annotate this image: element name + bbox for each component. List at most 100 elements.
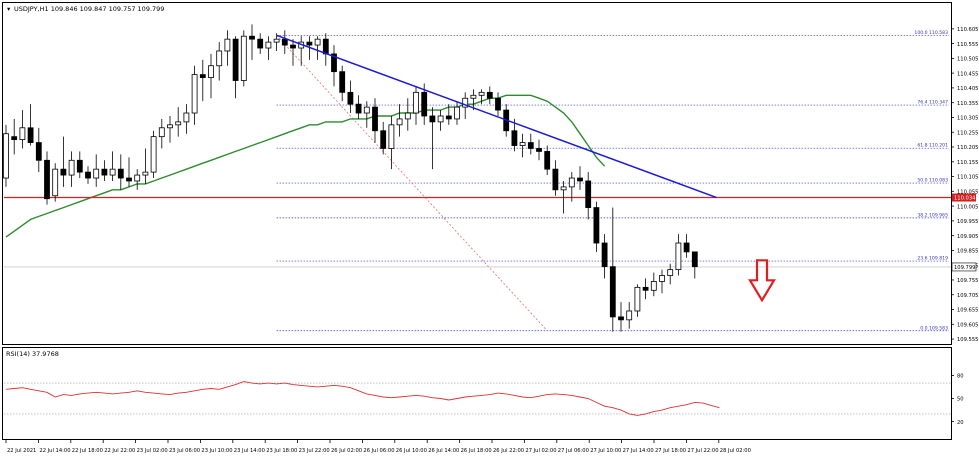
- bull-candle: [634, 286, 641, 312]
- rsi-tick-label: 20: [957, 420, 964, 426]
- time-tick-label: 23 Jul 18:00: [266, 448, 297, 454]
- bull-candle: [462, 97, 469, 108]
- bull-candle: [650, 281, 657, 291]
- price-tick-label: 109.755: [957, 278, 978, 284]
- bull-candle: [404, 112, 411, 120]
- time-tick-label: 27 Jul 14:00: [623, 448, 654, 454]
- bull-candle: [150, 136, 157, 173]
- down-arrow-icon: [748, 259, 776, 303]
- main-panel-frame: [2, 2, 952, 345]
- bear-candle: [486, 91, 493, 99]
- price-tick-label: 110.305: [957, 116, 978, 122]
- bull-candle: [142, 171, 149, 176]
- bear-candle: [577, 177, 583, 182]
- bull-candle: [560, 186, 567, 191]
- bull-candle: [363, 106, 370, 114]
- bull-candle: [109, 168, 116, 176]
- bull-candle: [68, 159, 75, 176]
- bear-candle: [609, 266, 616, 318]
- bear-candle: [618, 316, 624, 321]
- bull-candle: [273, 38, 280, 43]
- support-price-badge: [952, 193, 976, 202]
- price-tick-label: 109.705: [957, 293, 978, 299]
- current-price-label: 109.799: [954, 265, 975, 271]
- bull-candle: [167, 124, 173, 129]
- bear-candle: [683, 242, 690, 253]
- bear-candle: [339, 71, 346, 93]
- bull-candle: [240, 35, 247, 81]
- bear-candle: [552, 168, 559, 191]
- current-price-badge: [951, 262, 977, 272]
- rsi-indicator: 80 50 20: [4, 374, 964, 426]
- time-tick-label: 28 Jul 02:00: [720, 448, 751, 454]
- bull-candle: [3, 133, 9, 179]
- bull-candle: [568, 177, 575, 188]
- fib-level-label: 38.2 109.965: [917, 212, 948, 218]
- time-tick-label: 23 Jul 22:00: [299, 448, 330, 454]
- time-tick-label: 26 Jul 02:00: [331, 448, 362, 454]
- time-tick-label: 27 Jul 10:00: [590, 448, 621, 454]
- rsi-label: RSI(14) 37.9768: [6, 350, 59, 358]
- time-tick-label: 26 Jul 18:00: [461, 448, 492, 454]
- bear-candle: [445, 115, 452, 120]
- price-tick-label: 109.555: [957, 337, 978, 343]
- bear-candle: [281, 38, 288, 46]
- price-tick-label: 110.155: [957, 160, 978, 166]
- bear-candle: [347, 91, 354, 105]
- time-tick-label: 22 Jul 14:00: [39, 448, 70, 454]
- price-tick-label: 110.055: [957, 190, 978, 196]
- fib-level-label: 61.8 110.201: [917, 143, 948, 149]
- price-tick-label: 110.505: [957, 57, 978, 63]
- bull-candle: [388, 124, 395, 149]
- bear-candle: [372, 106, 378, 132]
- bull-candle: [134, 174, 141, 182]
- bear-candle: [421, 91, 428, 117]
- price-tick-label: 110.005: [957, 204, 978, 210]
- dropdown-icon[interactable]: ▾: [7, 5, 11, 13]
- bear-candle: [691, 251, 698, 268]
- bear-candle: [355, 103, 362, 114]
- time-tick-label: 27 Jul 06:00: [558, 448, 589, 454]
- bear-candle: [232, 38, 239, 81]
- bull-candle: [675, 242, 682, 271]
- bear-candle: [85, 171, 91, 179]
- bear-candle: [27, 127, 34, 143]
- bull-candle: [208, 65, 214, 78]
- bear-candle: [11, 136, 18, 141]
- bear-candle: [380, 130, 387, 149]
- price-tick-label: 110.105: [957, 175, 978, 181]
- price-tick-label: 110.205: [957, 145, 978, 151]
- time-tick-label: 23 Jul 06:00: [169, 448, 200, 454]
- fib-level-label: 100.0 110.583: [914, 30, 948, 36]
- price-tick-label: 109.955: [957, 219, 978, 225]
- time-tick-label: 27 Jul 02:00: [525, 448, 556, 454]
- time-tick-label: 23 Jul 10:00: [201, 448, 232, 454]
- price-tick-label: 109.655: [957, 308, 978, 314]
- time-tick-label: 26 Jul 14:00: [428, 448, 459, 454]
- bull-candle: [216, 50, 223, 67]
- bear-candle: [306, 41, 313, 46]
- bear-candle: [199, 74, 206, 78]
- bear-candle: [35, 142, 42, 161]
- bull-candle: [478, 91, 485, 96]
- bull-candle: [314, 38, 321, 46]
- bear-candle: [322, 38, 329, 55]
- bear-candle: [536, 148, 542, 152]
- bull-candle: [519, 142, 526, 146]
- bull-candle: [667, 269, 674, 276]
- time-tick-label: 27 Jul 22:00: [687, 448, 718, 454]
- moving-average-line: [5, 94, 606, 238]
- bull-candle: [470, 94, 477, 99]
- rsi-tick-label: 50: [957, 397, 964, 403]
- time-tick-label: 26 Jul 10:00: [396, 448, 427, 454]
- bull-candle: [659, 275, 665, 282]
- bull-candle: [224, 38, 231, 52]
- price-tick-label: 110.555: [957, 42, 978, 48]
- rsi-tick-label: 80: [957, 374, 964, 380]
- price-tick-label: 109.605: [957, 322, 978, 328]
- price-tick-label: 110.405: [957, 86, 978, 92]
- bull-candle: [437, 115, 444, 123]
- support-price-label: 110.034: [954, 196, 976, 202]
- bear-candle: [249, 35, 255, 40]
- price-tick-label: 110.455: [957, 71, 978, 77]
